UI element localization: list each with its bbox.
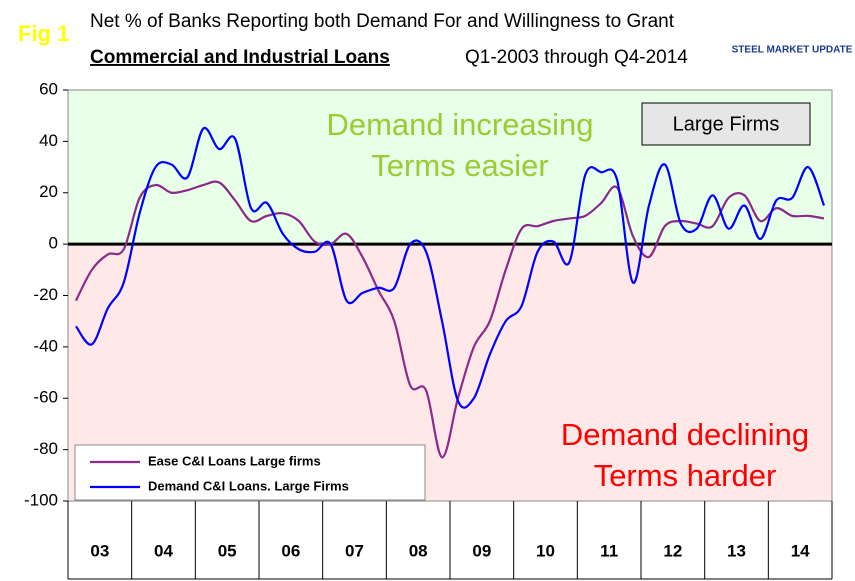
chart-subtitle-bold: Commercial and Industrial Loans: [90, 47, 390, 68]
x-tick-label: 13: [727, 541, 746, 560]
series-line: [74, 180, 825, 459]
x-tick-label: 14: [791, 541, 810, 560]
annotation-lower: Demand declining: [561, 417, 809, 452]
logo: STEEL MARKET UPDATE: [732, 45, 853, 56]
chart-title: Net % of Banks Reporting both Demand For…: [90, 11, 675, 32]
y-tick-label: -40: [33, 336, 58, 355]
x-tick-label: 05: [218, 541, 237, 560]
label-box: [641, 102, 811, 146]
x-tick-label: 04: [154, 541, 173, 560]
x-tick-label: 06: [281, 541, 300, 560]
x-tick-label: 10: [536, 541, 555, 560]
annotation-upper: Terms easier: [371, 148, 548, 183]
x-tick-label: 08: [409, 541, 428, 560]
x-tick-label: 12: [663, 541, 682, 560]
x-tick-label: 11: [600, 541, 618, 560]
y-tick-label: -100: [24, 490, 58, 509]
x-tick-label: 09: [472, 541, 491, 560]
y-tick-label: 40: [39, 131, 58, 150]
series-line: [75, 126, 826, 409]
label-box-text: Large Firms: [673, 113, 780, 135]
annotation-lower: Terms harder: [594, 458, 777, 493]
annotation-upper: Demand increasing: [326, 107, 593, 142]
y-tick-label: -20: [33, 285, 58, 304]
fig-label: Fig 1: [18, 21, 69, 46]
y-tick-label: -60: [33, 388, 58, 407]
y-tick-label: 60: [39, 79, 58, 98]
legend-box: [74, 444, 426, 501]
x-tick-label: 07: [345, 541, 364, 560]
legend-label: Demand C&I Loans. Large Firms: [148, 478, 349, 493]
y-tick-label: -80: [33, 439, 58, 458]
y-tick-label: 20: [39, 182, 58, 201]
x-tick-label: 03: [90, 541, 109, 560]
legend-label: Ease C&I Loans Large firms: [148, 453, 321, 468]
y-tick-label: 0: [49, 234, 58, 253]
chart-subtitle: Q1-2003 through Q4-2014: [465, 47, 688, 68]
